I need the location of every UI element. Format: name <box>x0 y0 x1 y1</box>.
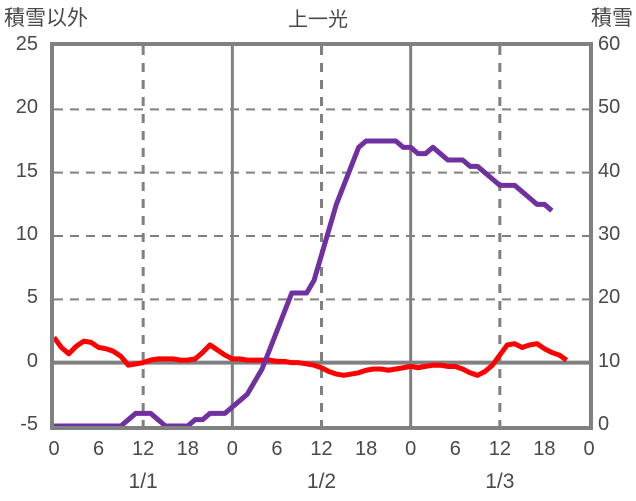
x-axis-tick-label: 0 <box>583 438 595 460</box>
y-axis-right-tick-label: 0 <box>598 413 610 435</box>
y-axis-right-tick-label: 10 <box>598 349 621 372</box>
page-title: 上一光 <box>288 9 348 31</box>
y-axis-left-tick-label: 5 <box>26 286 38 309</box>
y-axis-left-tick-label: -5 <box>20 413 38 435</box>
y-axis-left-tick-label: 25 <box>15 33 38 55</box>
series-line-other <box>54 335 569 378</box>
plot-inner <box>54 46 589 426</box>
y-axis-right-tick-label: 30 <box>598 223 621 245</box>
x-axis-tick-label: 6 <box>271 438 283 460</box>
x-axis-day-label: 1/1 <box>128 470 158 493</box>
x-axis-tick-label: 0 <box>405 438 417 460</box>
plot-area <box>50 42 593 430</box>
x-axis-tick-label: 0 <box>48 438 60 460</box>
x-axis-tick-label: 12 <box>132 438 155 460</box>
series-line-snow <box>54 138 554 426</box>
x-axis-tick-label: 6 <box>449 438 461 460</box>
y-axis-left-tick-label: 20 <box>15 96 38 119</box>
right-axis-unit-label: 積雪 <box>591 7 633 30</box>
y-axis-right-tick-label: 60 <box>598 33 621 55</box>
data-series <box>54 138 569 426</box>
y-axis-left-tick-label: 10 <box>15 223 38 245</box>
x-axis-tick-label: 6 <box>93 438 105 460</box>
left-axis-unit-label: 積雪以外 <box>4 7 88 30</box>
y-axis-right-tick-label: 20 <box>598 286 621 309</box>
x-axis-tick-label: 12 <box>310 438 333 460</box>
chart-canvas <box>54 46 589 426</box>
x-axis-day-label: 1/2 <box>306 470 337 493</box>
x-axis-tick-label: 18 <box>533 438 556 460</box>
y-axis-left-tick-label: 15 <box>15 159 38 182</box>
y-axis-right-tick-label: 50 <box>598 96 621 119</box>
x-axis-tick-label: 18 <box>176 438 199 460</box>
y-axis-right-tick-label: 40 <box>598 159 621 182</box>
y-axis-left-tick-label: 0 <box>26 349 38 372</box>
x-axis-tick-label: 0 <box>226 438 238 460</box>
x-axis-tick-label: 18 <box>354 438 378 460</box>
x-axis-tick-label: 12 <box>488 438 511 460</box>
x-axis-day-label: 1/3 <box>485 470 515 493</box>
